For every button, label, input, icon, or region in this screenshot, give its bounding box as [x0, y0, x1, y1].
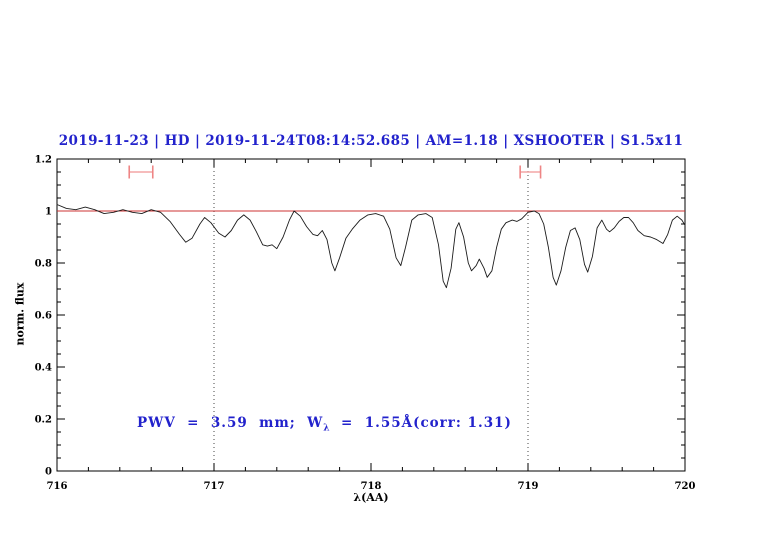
annotation-suffix: = 1.55Å(corr: 1.31) [329, 415, 512, 431]
y-tick-label: 0.6 [35, 311, 52, 322]
plot-title: 2019-11-23 | HD | 2019-11-24T08:14:52.68… [58, 133, 684, 149]
y-tick-label: 0.8 [35, 259, 52, 270]
y-tick-label: 0.4 [35, 363, 52, 374]
pwv-annotation: PWV = 3.59 mm; Wλ = 1.55Å(corr: 1.31) [137, 415, 512, 434]
x-axis-label: λ(AA) [353, 491, 389, 504]
spectrum-curve [56, 204, 686, 289]
y-tick-label: 0.2 [35, 415, 52, 426]
x-tick-label: 717 [204, 481, 225, 492]
y-tick-label: 1.2 [35, 155, 52, 166]
x-tick-label: 718 [361, 481, 382, 492]
x-tick-label: 719 [518, 481, 539, 492]
annotation-subscript: λ [323, 423, 330, 434]
y-tick-label: 1 [45, 207, 52, 218]
annotation-prefix: PWV = 3.59 mm; W [137, 415, 324, 431]
y-tick-label: 0 [45, 467, 52, 478]
x-tick-label: 716 [47, 481, 68, 492]
x-tick-label: 720 [675, 481, 696, 492]
y-axis-label: norm. flux [13, 282, 27, 346]
